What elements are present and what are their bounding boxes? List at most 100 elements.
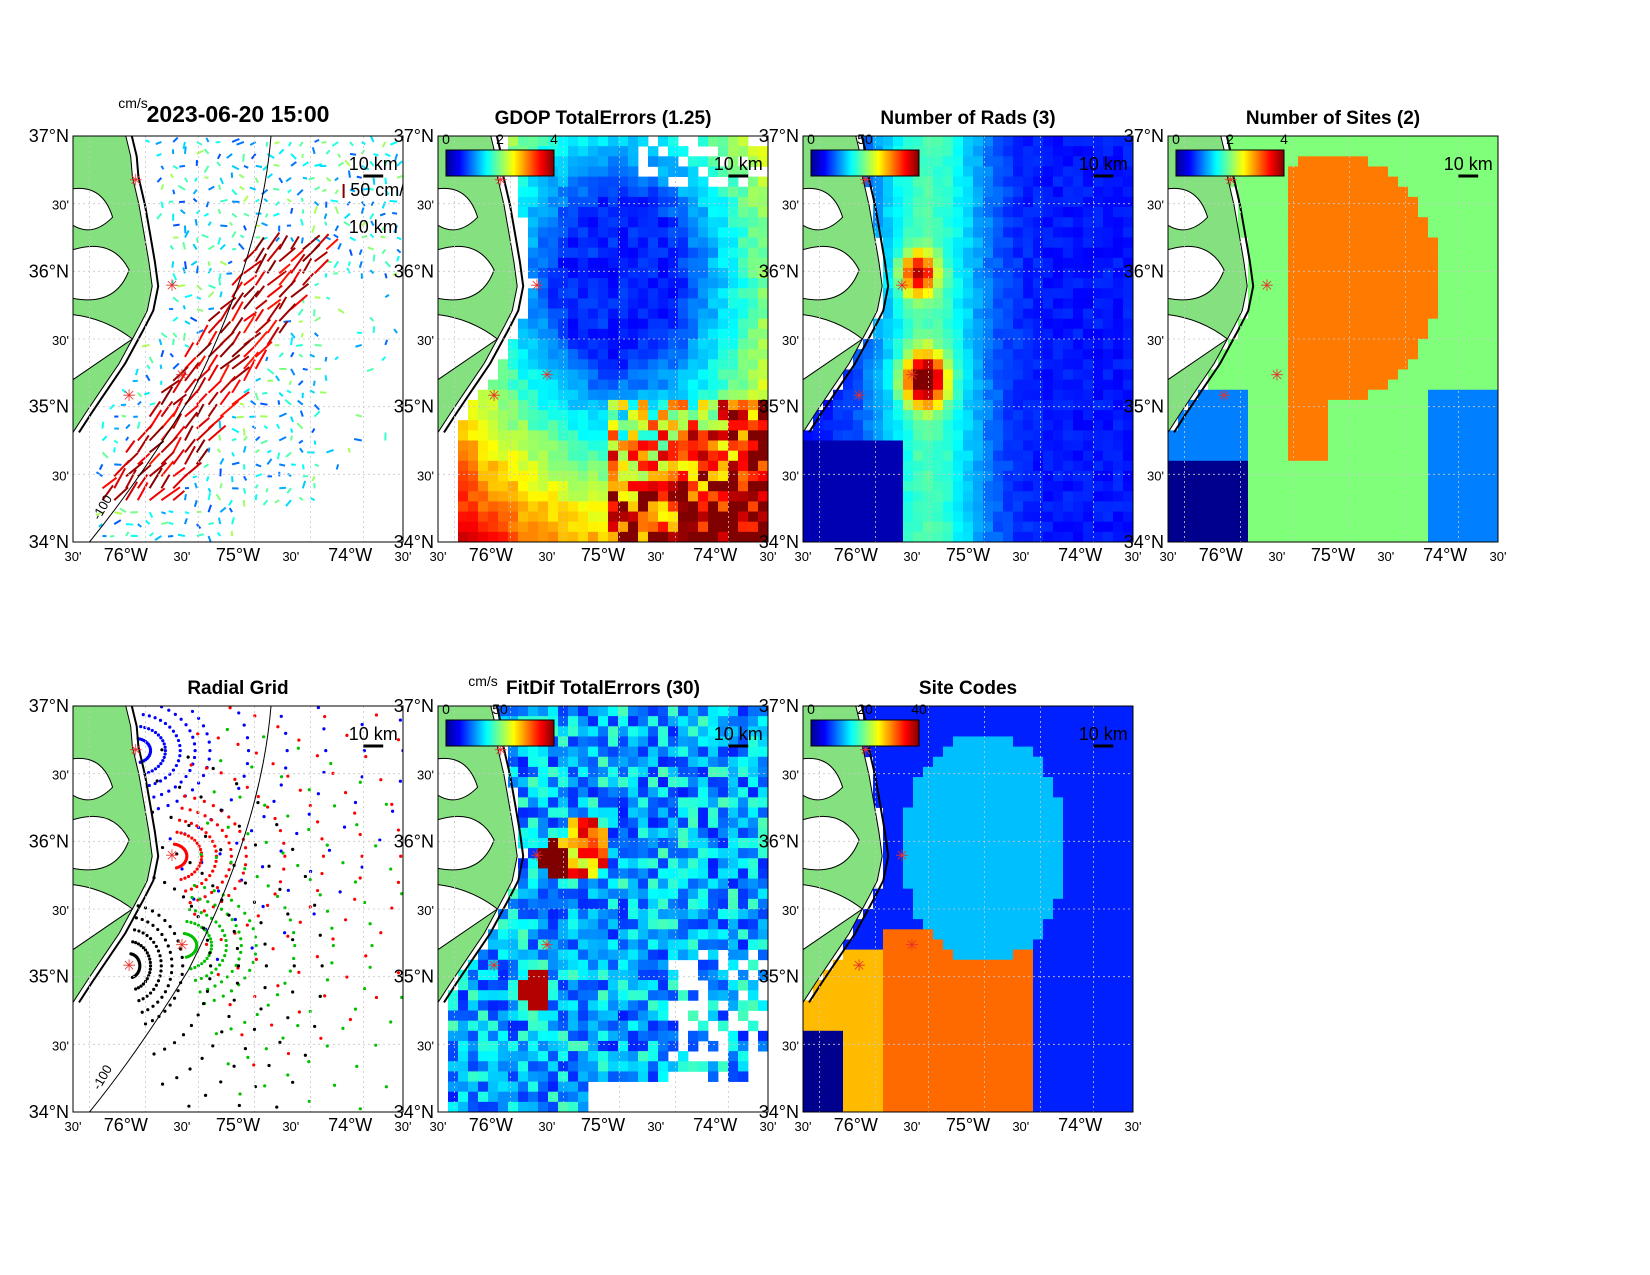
heatmap-cell: [1278, 136, 1289, 147]
heatmap-cell: [668, 247, 679, 259]
heatmap-cell: [698, 267, 709, 279]
heatmap-cell: [708, 267, 719, 279]
heatmap-cell: [698, 349, 709, 360]
radial-grid-point: [358, 780, 362, 784]
heatmap-cell: [993, 430, 1004, 441]
heatmap-cell: [598, 237, 609, 249]
heatmap-cell: [1258, 369, 1269, 380]
heatmap-cell: [1228, 339, 1239, 350]
lat-tick-label: 30': [782, 468, 799, 483]
heatmap-cell: [738, 726, 749, 737]
heatmap-cell: [708, 278, 719, 289]
heatmap-cell: [748, 349, 759, 360]
heatmap-cell: [1368, 491, 1379, 502]
heatmap-cell: [1358, 136, 1369, 147]
heatmap-cell: [923, 359, 934, 370]
heatmap-cell: [933, 440, 944, 452]
heatmap-cell: [618, 176, 629, 188]
heatmap-cell: [568, 298, 579, 309]
current-vector: [254, 236, 265, 251]
lon-tick-label: 75°W: [946, 545, 990, 565]
heatmap-cell: [1278, 298, 1289, 309]
radial-grid-point: [322, 727, 326, 731]
heatmap-cell: [708, 511, 719, 523]
heatmap-cell: [1458, 470, 1469, 482]
heatmap-cell: [1248, 176, 1259, 188]
radial-grid-point: [286, 1073, 290, 1077]
heatmap-cell: [963, 399, 974, 411]
heatmap-cell: [893, 379, 904, 391]
heatmap-cell: [1178, 531, 1189, 542]
heatmap-cell: [618, 481, 629, 492]
heatmap-cell: [1093, 237, 1104, 249]
heatmap-cell: [1428, 146, 1439, 157]
radial-grid-point: [150, 909, 155, 913]
heatmap-cell: [518, 399, 529, 411]
heatmap-cell: [628, 491, 639, 502]
scale-bar-label: 10 km: [714, 154, 763, 174]
heatmap-cell: [1468, 176, 1479, 188]
heatmap-cell: [1238, 186, 1249, 198]
heatmap-cell: [1053, 318, 1064, 330]
heatmap-cell: [1228, 349, 1239, 360]
heatmap-cell: [883, 521, 894, 533]
radial-grid-point: [220, 880, 224, 884]
heatmap-cell: [638, 399, 649, 411]
heatmap-cell: [1338, 481, 1349, 492]
heatmap-cell: [648, 369, 659, 380]
heatmap-cell: [963, 531, 974, 542]
heatmap-cell: [883, 399, 894, 411]
heatmap-cell: [873, 136, 884, 147]
heatmap-cell: [748, 491, 759, 502]
current-vector: [361, 141, 366, 146]
current-vector: [239, 234, 245, 239]
heatmap-cell: [508, 369, 519, 380]
heatmap-cell: [1083, 491, 1094, 502]
heatmap-cell: [1268, 511, 1279, 523]
heatmap-cell: [1378, 156, 1389, 167]
radial-grid-point: [219, 771, 223, 775]
current-vector: [290, 368, 296, 376]
heatmap-cell: [1468, 420, 1479, 431]
heatmap-cell: [1438, 328, 1449, 340]
heatmap-cell: [833, 491, 844, 502]
radial-grid-point: [307, 788, 311, 792]
heatmap-cell: [548, 308, 559, 320]
heatmap-cell: [1063, 267, 1074, 279]
heatmap-cell: [668, 328, 679, 340]
heatmap-cell: [1003, 298, 1014, 309]
heatmap-cell: [1418, 339, 1429, 350]
heatmap-cell: [1053, 176, 1064, 188]
heatmap-cell: [1103, 481, 1114, 492]
heatmap-cell: [678, 491, 689, 502]
heatmap-cell: [1328, 156, 1339, 167]
radar-site-marker: ✳: [129, 173, 142, 190]
heatmap-cell: [1438, 521, 1449, 533]
heatmap-cell: [1013, 420, 1024, 431]
heatmap-cell: [1398, 511, 1409, 523]
heatmap-cell: [638, 531, 649, 542]
heatmap-cell: [648, 460, 659, 472]
radial-grid-point: [181, 964, 185, 968]
radial-grid-point: [239, 937, 243, 941]
heatmap-cell: [668, 481, 679, 492]
heatmap-cell: [698, 288, 709, 299]
current-vector: [125, 423, 131, 430]
heatmap-cell: [1318, 288, 1329, 299]
heatmap-cell: [488, 430, 499, 441]
heatmap-cell: [1338, 267, 1349, 279]
current-vector: [219, 341, 235, 358]
heatmap-cell: [638, 308, 649, 320]
heatmap-cell: [993, 207, 1004, 218]
heatmap-cell: [1033, 176, 1044, 188]
current-vector: [254, 318, 271, 334]
radial-grid-point: [168, 950, 172, 954]
heatmap-cell: [1003, 501, 1014, 512]
current-vector: [299, 410, 304, 417]
heatmap-cell: [1093, 379, 1104, 391]
radial-grid-point: [200, 827, 204, 831]
heatmap-cell: [1488, 521, 1498, 533]
heatmap-cell: [1388, 318, 1399, 330]
heatmap-cell: [1043, 359, 1054, 370]
heatmap-cell: [1063, 511, 1074, 523]
